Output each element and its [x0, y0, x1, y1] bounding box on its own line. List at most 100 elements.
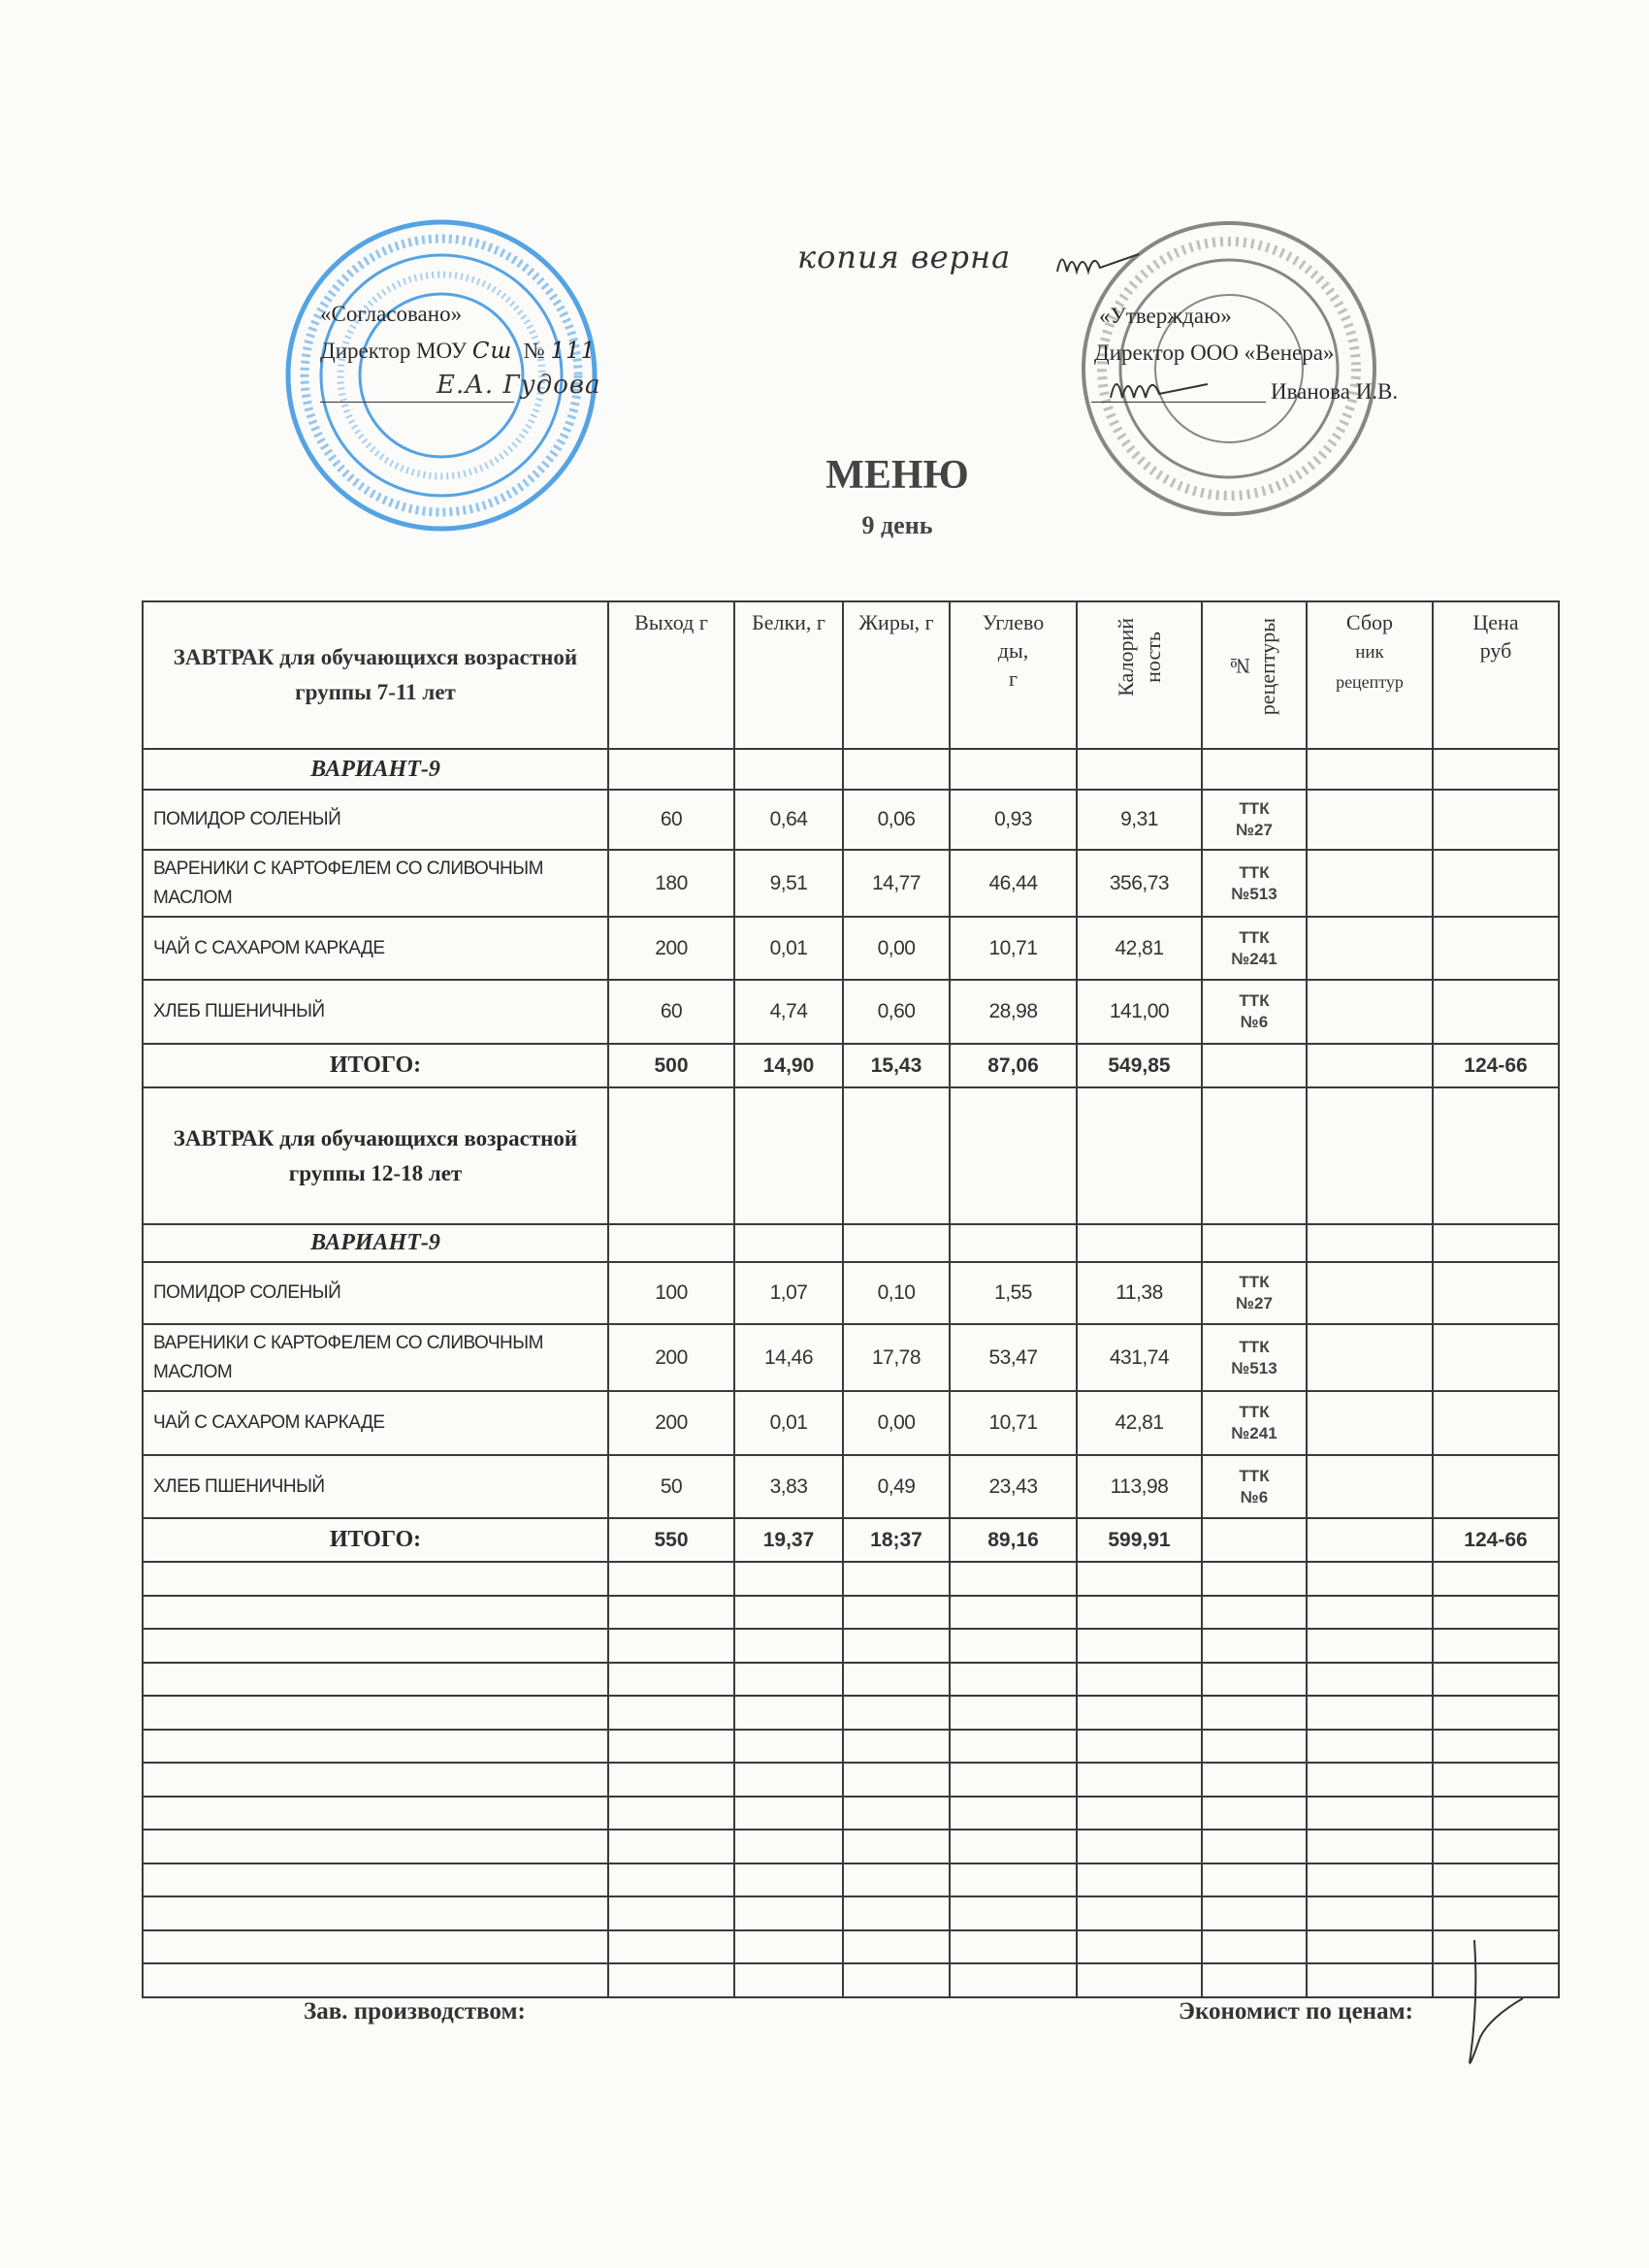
empty-cell — [1201, 1962, 1308, 1998]
company-stamp — [1082, 221, 1376, 516]
dish-yield: 50 — [607, 1454, 735, 1519]
table-header-row: ЗАВТРАК для обучающихся возрастной групп… — [142, 600, 1560, 750]
col-kcal: Калорий ность — [1076, 600, 1203, 750]
empty-cell — [1432, 1728, 1560, 1764]
empty-cell — [733, 1728, 844, 1764]
col-kcal-l1: Калорий — [1113, 618, 1138, 697]
empty-cell — [1432, 1086, 1560, 1225]
empty-cell — [733, 1795, 844, 1831]
empty-cell — [842, 1728, 951, 1764]
recipe-type: ТТК — [1239, 927, 1270, 947]
empty-cell — [1076, 1829, 1203, 1864]
recipe-type: ТТК — [1239, 991, 1270, 1010]
dish-carbs: 46,44 — [949, 849, 1078, 918]
dish-protein: 0,01 — [733, 1390, 844, 1456]
total-protein: 14,90 — [733, 1043, 844, 1088]
col-recipe-l2: рецептуры — [1255, 618, 1279, 716]
empty-cell — [607, 1895, 735, 1931]
copy-certified-note: копия верна — [797, 239, 1012, 275]
total-row: ИТОГО: 500 14,90 15,43 87,06 549,85 124-66 — [142, 1043, 1560, 1088]
dish-yield: 200 — [607, 1323, 735, 1392]
empty-cell — [1201, 1223, 1308, 1263]
dish-protein: 4,74 — [733, 979, 844, 1045]
signature-line-left — [320, 402, 514, 403]
empty-cell — [1432, 1261, 1560, 1325]
empty-cell — [1306, 1628, 1434, 1664]
empty-cell — [1076, 748, 1203, 791]
empty-cell — [1306, 1895, 1434, 1931]
section-title: ЗАВТРАК для обучающихся возрастной групп… — [142, 1086, 609, 1225]
empty-cell — [1306, 979, 1434, 1045]
blank-row — [142, 1829, 1560, 1864]
dish-kcal: 11,38 — [1076, 1261, 1203, 1325]
dish-fat: 0,00 — [842, 1390, 951, 1456]
empty-cell — [607, 748, 735, 791]
dish-carbs: 0,93 — [949, 789, 1078, 851]
empty-cell — [607, 1962, 735, 1998]
empty-cell — [1076, 1695, 1203, 1731]
empty-cell — [142, 1661, 609, 1697]
dish-yield: 60 — [607, 979, 735, 1045]
dish-recipe: ТТК №27 — [1201, 789, 1308, 851]
empty-cell — [1076, 1762, 1203, 1798]
empty-cell — [1201, 1829, 1308, 1864]
total-row: ИТОГО: 550 19,37 18;37 89,16 599,91 124-66 — [142, 1517, 1560, 1563]
empty-cell — [1306, 1454, 1434, 1519]
empty-cell — [607, 1862, 735, 1897]
empty-cell — [949, 1895, 1078, 1931]
empty-cell — [949, 1695, 1078, 1731]
empty-cell — [842, 748, 951, 791]
empty-cell — [1432, 1895, 1560, 1931]
dish-kcal: 9,31 — [1076, 789, 1203, 851]
empty-cell — [1201, 1561, 1308, 1597]
empty-cell — [733, 748, 844, 791]
dish-carbs: 1,55 — [949, 1261, 1078, 1325]
col-price-l2: руб — [1479, 638, 1512, 663]
empty-cell — [1076, 1928, 1203, 1964]
menu-item-row: ПОМИДОР СОЛЕНЫЙ 100 1,07 0,10 1,55 11,38 ТТК №2… — [142, 1261, 1560, 1325]
signature-right — [1110, 383, 1209, 399]
empty-cell — [842, 1695, 951, 1731]
menu-item-row: ЧАЙ С САХАРОМ КАРКАДЕ 200 0,01 0,00 10,71 42,… — [142, 916, 1560, 981]
total-carbs: 89,16 — [949, 1517, 1078, 1563]
col-collection: Сбор ник рецептур — [1306, 600, 1434, 750]
col-recipe: № рецептуры — [1201, 600, 1308, 750]
empty-cell — [949, 748, 1078, 791]
empty-cell — [842, 1795, 951, 1831]
empty-cell — [949, 1862, 1078, 1897]
total-label: ИТОГО: — [142, 1043, 609, 1088]
dish-recipe: ТТК №241 — [1201, 1390, 1308, 1456]
dish-recipe: ТТК №241 — [1201, 916, 1308, 981]
dish-yield: 60 — [607, 789, 735, 851]
blank-row — [142, 1561, 1560, 1597]
blank-row — [142, 1928, 1560, 1964]
recipe-type: ТТК — [1239, 1273, 1270, 1291]
empty-cell — [733, 1086, 844, 1225]
empty-cell — [733, 1895, 844, 1931]
empty-cell — [1306, 849, 1434, 918]
dish-protein: 14,46 — [733, 1323, 844, 1392]
dish-protein: 1,07 — [733, 1261, 844, 1325]
dish-name: ЧАЙ С САХАРОМ КАРКАДЕ — [142, 916, 609, 981]
blank-row — [142, 1594, 1560, 1630]
total-price: 124-66 — [1432, 1517, 1560, 1563]
empty-cell — [1076, 1895, 1203, 1931]
empty-cell — [1432, 1223, 1560, 1263]
dish-fat: 0,06 — [842, 789, 951, 851]
empty-cell — [1201, 1043, 1308, 1088]
recipe-number: №241 — [1231, 949, 1277, 968]
empty-cell — [142, 1628, 609, 1664]
col-collection-l2: ник — [1355, 642, 1384, 663]
approval-right-name: Иванова И.В. — [1271, 379, 1399, 404]
dish-carbs: 23,43 — [949, 1454, 1078, 1519]
empty-cell — [949, 1223, 1078, 1263]
empty-cell — [1076, 1661, 1203, 1697]
empty-cell — [949, 1594, 1078, 1630]
recipe-number: №27 — [1236, 821, 1273, 839]
empty-cell — [1432, 1390, 1560, 1456]
empty-cell — [142, 1795, 609, 1831]
empty-cell — [842, 1862, 951, 1897]
recipe-number: №27 — [1236, 1294, 1273, 1312]
copy-signature — [1056, 253, 1140, 275]
section-header-row: ЗАВТРАК для обучающихся возрастной групп… — [142, 1086, 1560, 1225]
